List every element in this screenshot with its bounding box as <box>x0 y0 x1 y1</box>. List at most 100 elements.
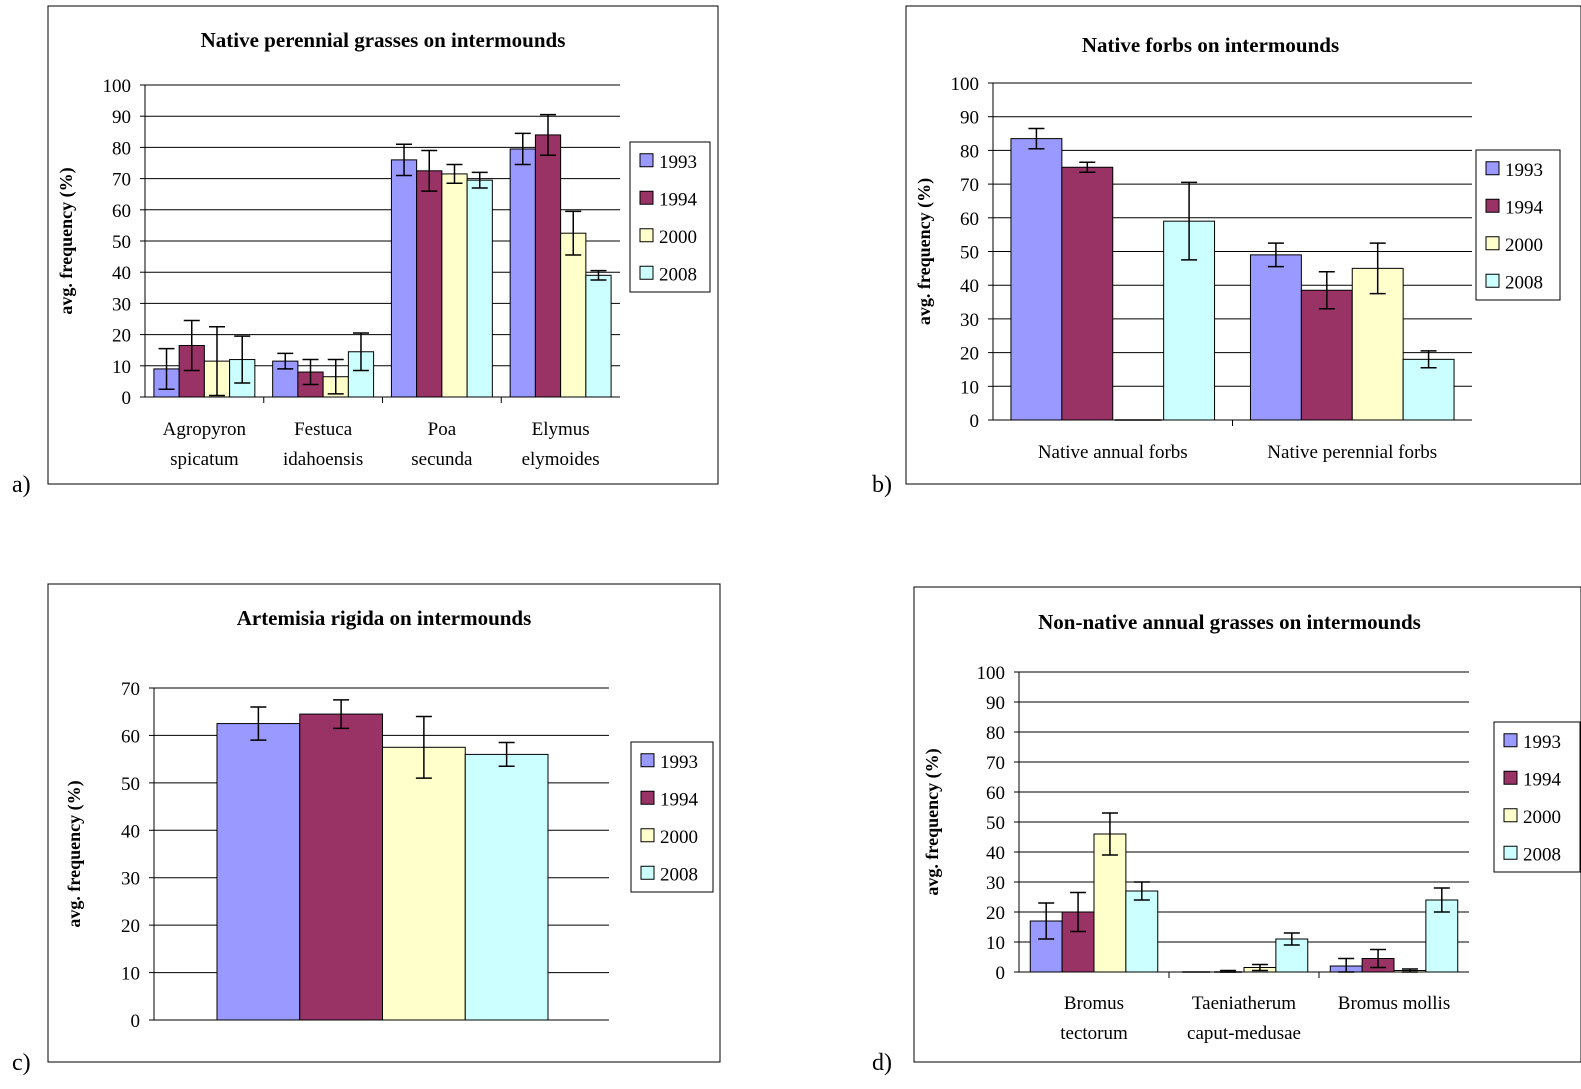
y-tick-label: 100 <box>977 663 1006 684</box>
category-label: spicatum <box>170 449 239 470</box>
category-label: Elymus <box>532 419 590 440</box>
y-tick-label: 10 <box>112 357 131 378</box>
y-tick-label: 50 <box>121 774 140 795</box>
legend-label-2008: 2008 <box>1523 844 1561 865</box>
panel-label-b: b) <box>872 472 892 498</box>
y-tick-label: 90 <box>112 107 131 128</box>
category-label: Agropyron <box>163 419 247 440</box>
y-axis-label: avg. frequency (%) <box>922 748 943 895</box>
legend-swatch-2008 <box>1485 273 1500 288</box>
y-tick-label: 90 <box>960 108 979 129</box>
legend-label-2008: 2008 <box>659 264 697 285</box>
y-tick-label: 70 <box>960 175 979 196</box>
bar-2000 <box>560 232 587 398</box>
legend-swatch-1993 <box>1485 161 1500 176</box>
legend-swatch-1994 <box>639 190 654 205</box>
legend-swatch-1994 <box>640 790 655 805</box>
legend-label-2008: 2008 <box>1505 272 1543 293</box>
chart-frame <box>913 586 1581 1063</box>
category-label: caput-medusae <box>1187 1023 1301 1044</box>
bar-1994 <box>1061 166 1114 421</box>
bar-1993 <box>1010 138 1063 421</box>
y-tick-label: 0 <box>996 963 1006 984</box>
bar-1993 <box>509 148 536 398</box>
y-tick-label: 0 <box>970 411 980 432</box>
y-tick-label: 0 <box>131 1011 141 1032</box>
y-tick-label: 30 <box>121 869 140 890</box>
bar-1993 <box>216 723 301 1021</box>
y-tick-label: 60 <box>112 201 131 222</box>
chart-title: Native perennial grasses on intermounds <box>201 28 566 52</box>
legend-label-2000: 2000 <box>1523 807 1561 828</box>
legend-swatch-2008 <box>640 865 655 880</box>
y-tick-label: 60 <box>121 726 140 747</box>
category-label: Native perennial forbs <box>1267 442 1437 463</box>
bar-1993 <box>390 159 418 398</box>
y-tick-label: 20 <box>112 326 131 347</box>
legend-label-2000: 2000 <box>659 227 697 248</box>
y-axis-label: avg. frequency (%) <box>56 167 77 314</box>
bar-2000 <box>382 746 466 1021</box>
y-tick-label: 20 <box>960 344 979 365</box>
bar-1994 <box>299 713 383 1021</box>
chart-title: Non-native annual grasses on intermounds <box>1038 610 1421 634</box>
bar-2008 <box>1402 358 1455 421</box>
legend-swatch-2008 <box>639 265 654 280</box>
y-tick-label: 20 <box>986 903 1005 924</box>
panel-label-d: d) <box>872 1050 892 1076</box>
y-tick-label: 100 <box>951 74 980 95</box>
y-tick-label: 40 <box>986 843 1005 864</box>
bar-2008 <box>585 274 612 398</box>
y-axis-label: avg. frequency (%) <box>914 178 935 325</box>
legend-label-1993: 1993 <box>1505 160 1543 181</box>
y-tick-label: 30 <box>112 294 131 315</box>
category-label: Festuca <box>294 419 353 440</box>
category-label: Bromus <box>1064 993 1124 1014</box>
bar-2008 <box>466 179 493 398</box>
chart-frame <box>47 5 719 485</box>
y-tick-label: 20 <box>121 916 140 937</box>
y-tick-label: 40 <box>960 276 979 297</box>
legend-swatch-2000 <box>639 228 654 243</box>
legend-label-1994: 1994 <box>1505 197 1544 218</box>
y-tick-label: 70 <box>112 170 131 191</box>
legend-swatch-2008 <box>1503 845 1518 860</box>
y-tick-label: 10 <box>121 964 140 985</box>
legend-label-1994: 1994 <box>1523 769 1562 790</box>
y-tick-label: 60 <box>960 209 979 230</box>
panel-label-c: c) <box>12 1050 31 1076</box>
category-label: tectorum <box>1060 1023 1128 1044</box>
y-tick-label: 100 <box>103 76 132 97</box>
y-tick-label: 30 <box>960 310 979 331</box>
legend-swatch-2000 <box>1503 808 1518 823</box>
y-tick-label: 10 <box>960 377 979 398</box>
y-tick-label: 50 <box>112 232 131 253</box>
category-label: Native annual forbs <box>1038 442 1188 463</box>
y-tick-label: 0 <box>122 388 132 409</box>
y-tick-label: 70 <box>986 753 1005 774</box>
y-tick-label: 40 <box>112 263 131 284</box>
legend-swatch-1993 <box>1503 733 1518 748</box>
y-tick-label: 80 <box>960 141 979 162</box>
bar-2000 <box>1093 833 1127 973</box>
bar-2008 <box>347 351 375 398</box>
category-label: secunda <box>411 449 473 470</box>
legend-label-1993: 1993 <box>659 152 697 173</box>
y-tick-label: 60 <box>986 783 1005 804</box>
y-tick-label: 10 <box>986 933 1005 954</box>
category-label: idahoensis <box>283 449 363 470</box>
legend-label-1993: 1993 <box>660 752 698 773</box>
legend-swatch-2000 <box>1485 236 1500 251</box>
y-tick-label: 30 <box>986 873 1005 894</box>
legend-label-1994: 1994 <box>659 189 698 210</box>
legend-label-2008: 2008 <box>660 864 698 885</box>
bar-1994 <box>534 134 562 398</box>
legend-swatch-1994 <box>1503 770 1518 785</box>
y-tick-label: 80 <box>112 138 131 159</box>
legend-swatch-1993 <box>640 753 655 768</box>
y-tick-label: 50 <box>960 243 979 264</box>
legend-label-1994: 1994 <box>660 789 699 810</box>
bar-2008 <box>464 753 549 1021</box>
